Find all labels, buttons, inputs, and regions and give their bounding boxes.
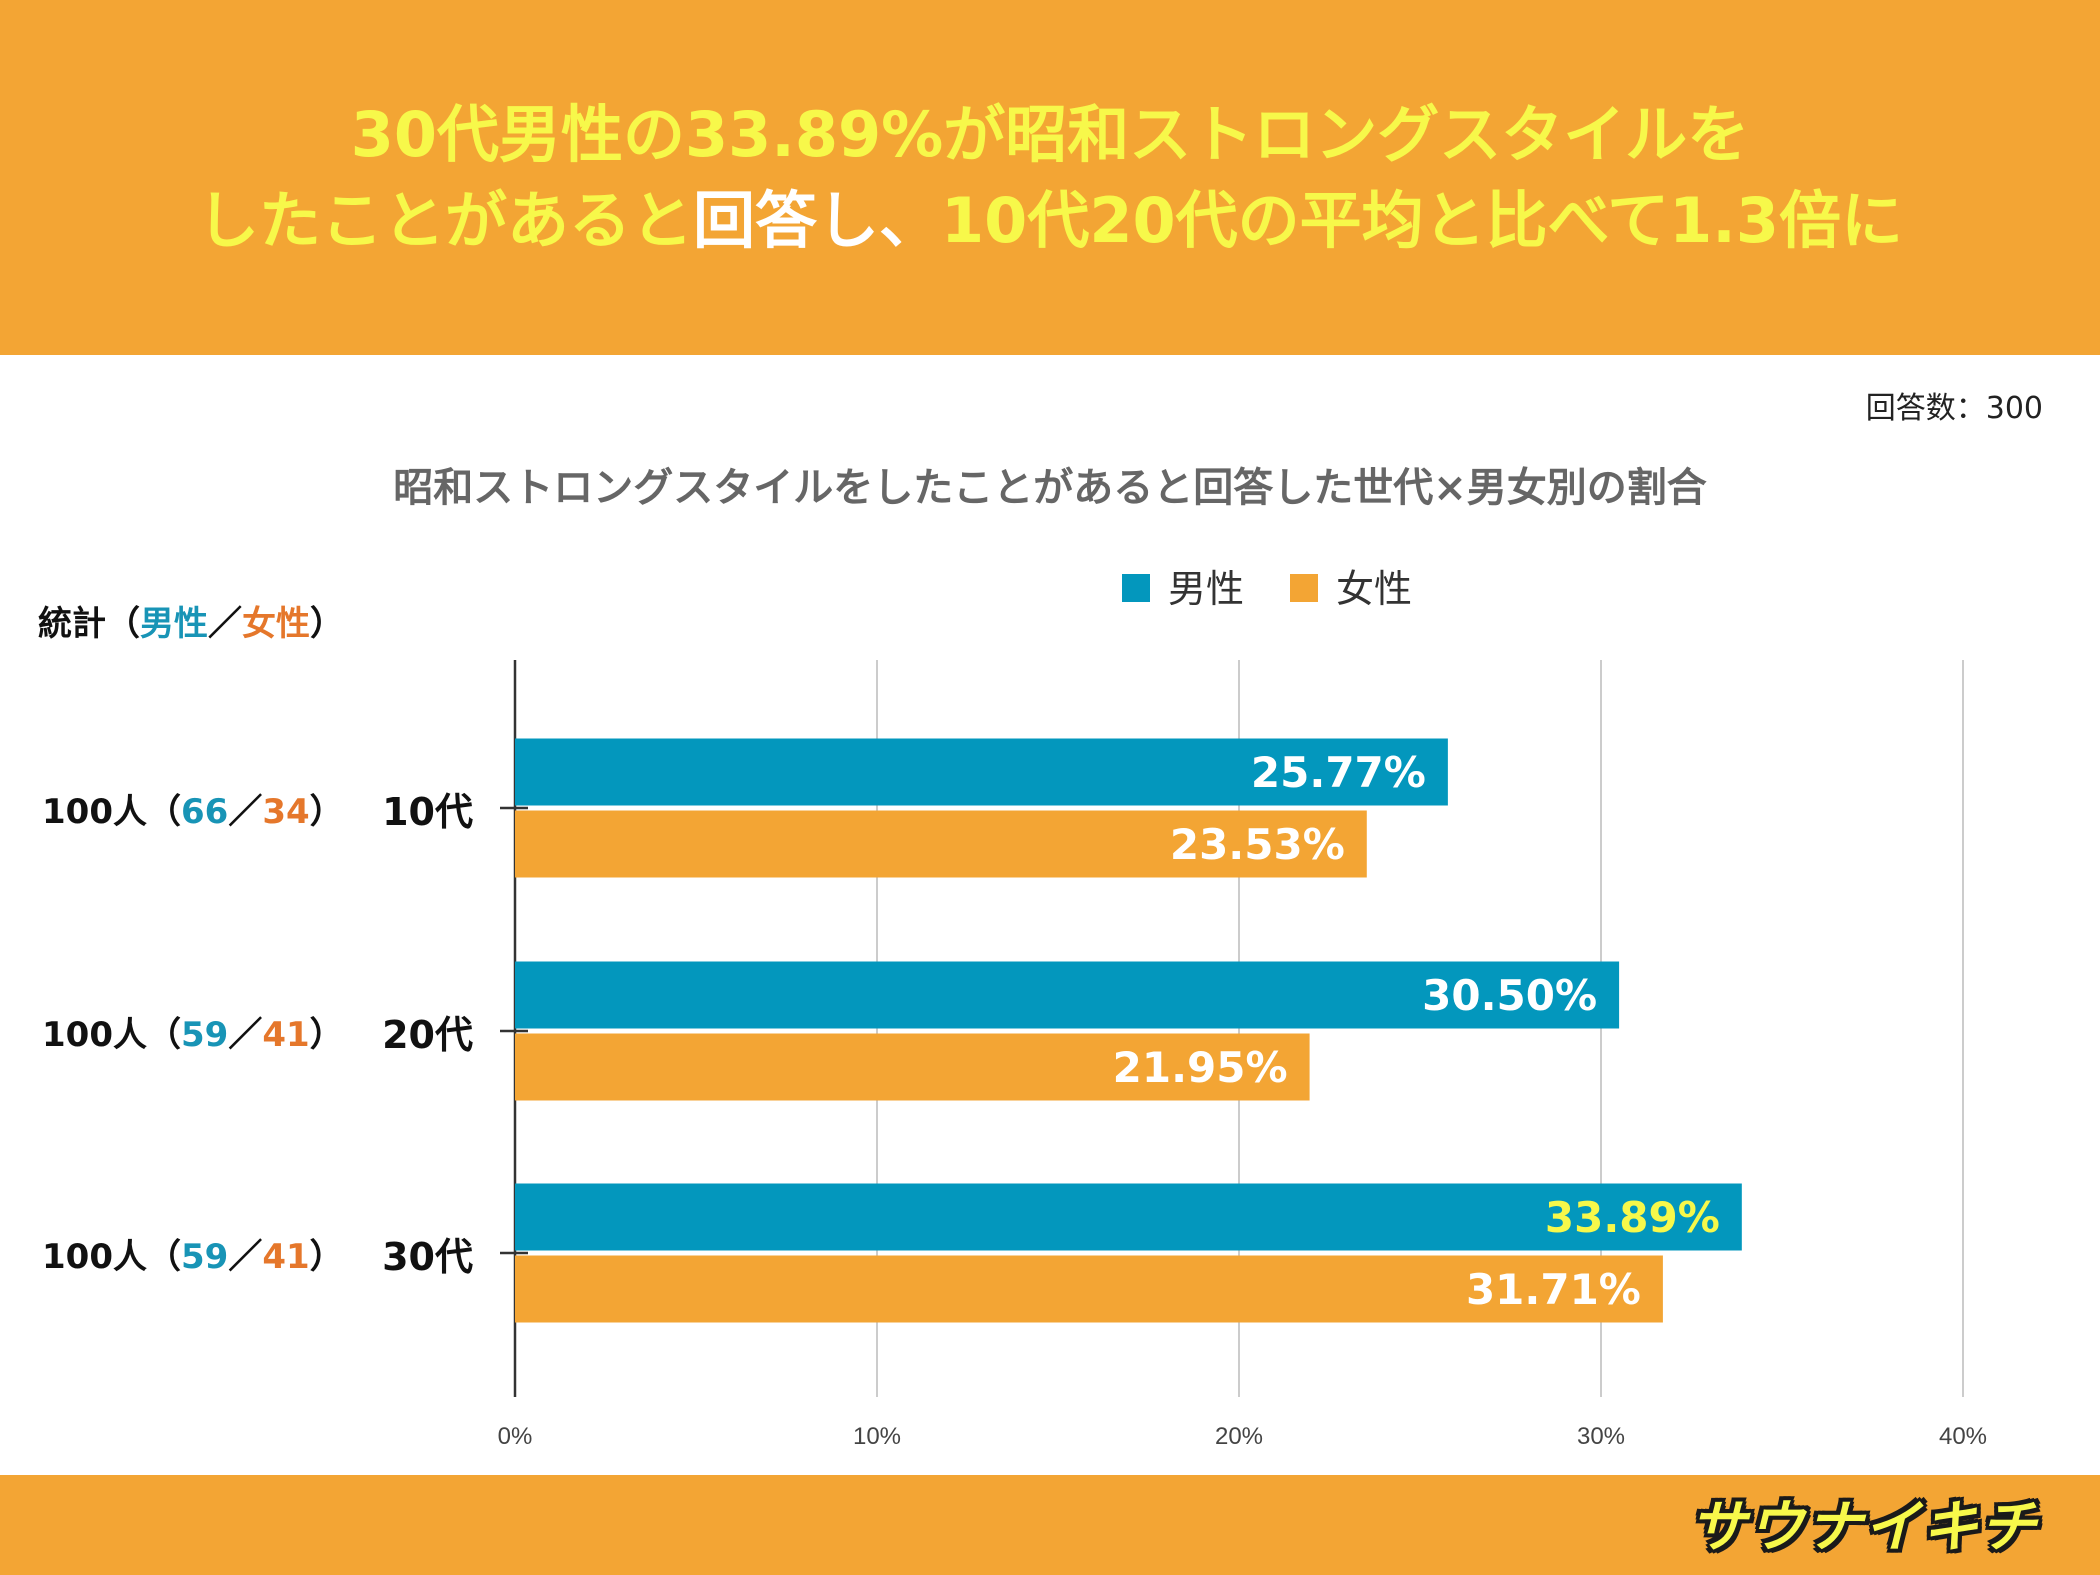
chart-title: 昭和ストロングスタイルをしたことがあると回答した世代×男女別の割合: [393, 465, 1707, 511]
row-stats-close: ）: [309, 1237, 344, 1277]
stats-heading: 統計（男性／女性）: [38, 596, 344, 645]
stats-heading-suffix: ）: [310, 604, 344, 644]
row-stats-male: 59: [180, 1015, 229, 1055]
row-stats-female: 41: [262, 1237, 310, 1277]
bar-value-label: 23.53%: [1170, 820, 1345, 869]
x-tick-label: 20%: [1215, 1423, 1263, 1450]
male-bar: [515, 738, 1448, 806]
female-bar: [515, 810, 1367, 878]
footer-band: [0, 1475, 2100, 1575]
response-count: 回答数：300: [1865, 391, 2043, 426]
bar-value-label: 33.89%: [1545, 1193, 1720, 1242]
logo: サウナイキチ: [1690, 1495, 2038, 1560]
row-stats-male: 59: [180, 1237, 229, 1277]
stats-heading-female: 女性: [242, 604, 310, 644]
female-bar: [515, 1255, 1663, 1323]
headline-line-2-part-1: したことがあると: [197, 184, 694, 257]
category-label: 30代: [382, 1235, 473, 1279]
row-stats-close: ）: [309, 792, 344, 832]
headline-line-2-part-3: 10代20代の平均と比べて1.3倍に: [941, 184, 1903, 257]
stats-heading-sep: ／: [208, 604, 242, 644]
x-tick-label: 0%: [498, 1423, 533, 1450]
x-tick-label: 30%: [1577, 1423, 1625, 1450]
headline-line-1: 30代男性の33.89%が昭和ストロングスタイルを: [350, 98, 1750, 171]
bar-value-label: 31.71%: [1466, 1265, 1641, 1314]
row-stats-female: 34: [262, 792, 310, 832]
legend-swatch: [1122, 574, 1150, 602]
legend-label: 女性: [1336, 567, 1412, 611]
stats-heading-male: 男性: [140, 604, 208, 644]
row-stats-sep: ／: [228, 792, 263, 832]
bar-value-label: 21.95%: [1113, 1043, 1288, 1092]
x-tick-label: 10%: [853, 1423, 901, 1450]
legend-label: 男性: [1168, 567, 1244, 611]
bar-value-label: 30.50%: [1422, 971, 1597, 1020]
row-stats-total: 100人（: [42, 792, 181, 832]
headline: 30代男性の33.89%が昭和ストロングスタイルを したことがあると回答し、10…: [0, 92, 2100, 264]
row-stats-total: 100人（: [42, 1237, 181, 1277]
row-stats-close: ）: [309, 1015, 344, 1055]
x-tick-label: 40%: [1939, 1423, 1987, 1450]
header-band: [0, 0, 2100, 355]
legend-swatch: [1290, 574, 1318, 602]
male-bar: [515, 961, 1620, 1029]
row-stats-total: 100人（: [42, 1015, 181, 1055]
row-stats-20s: 100人（59／41）: [42, 1007, 344, 1056]
row-stats-sep: ／: [228, 1015, 263, 1055]
row-stats-30s: 100人（59／41）: [42, 1229, 344, 1278]
stats-heading-prefix: 統計（: [38, 604, 140, 644]
row-stats-sep: ／: [228, 1237, 263, 1277]
category-label: 10代: [382, 790, 473, 834]
bar-value-label: 25.77%: [1251, 748, 1426, 797]
headline-line-2-part-2: 回答し、: [693, 184, 942, 257]
headline-line-2: したことがあると回答し、10代20代の平均と比べて1.3倍に: [0, 178, 2100, 264]
row-stats-female: 41: [262, 1015, 310, 1055]
row-stats-male: 66: [180, 792, 229, 832]
male-bar: [515, 1183, 1742, 1251]
category-label: 20代: [382, 1013, 473, 1057]
female-bar: [515, 1033, 1310, 1101]
row-stats-10s: 100人（66／34）: [42, 784, 344, 833]
